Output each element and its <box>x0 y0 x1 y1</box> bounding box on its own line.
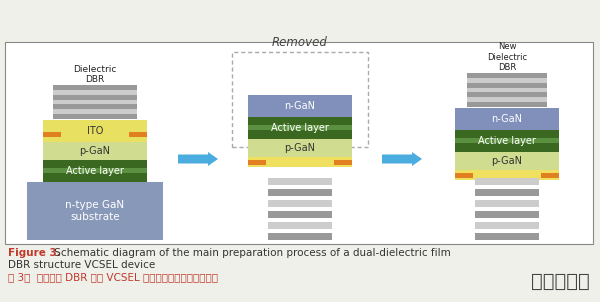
Text: n-GaN: n-GaN <box>284 101 316 111</box>
Bar <box>27 182 163 240</box>
Text: ITO: ITO <box>87 126 103 136</box>
Bar <box>467 88 547 92</box>
Text: 时空手游网: 时空手游网 <box>531 272 590 291</box>
Bar <box>5 42 593 244</box>
Text: p-GaN: p-GaN <box>79 146 110 156</box>
Bar <box>53 95 137 100</box>
Bar <box>248 160 266 165</box>
Bar <box>467 97 547 102</box>
Bar <box>475 200 539 207</box>
Bar <box>268 189 332 196</box>
Bar <box>53 104 137 109</box>
Bar <box>467 92 547 97</box>
Bar <box>334 160 352 165</box>
Text: Active layer: Active layer <box>478 136 536 146</box>
Text: Active layer: Active layer <box>66 166 124 176</box>
Bar <box>475 233 539 240</box>
Bar <box>475 211 539 218</box>
Bar <box>541 173 559 178</box>
Bar <box>53 85 137 90</box>
Bar <box>455 173 473 178</box>
Bar <box>248 117 352 139</box>
Bar <box>455 138 559 143</box>
Text: n-GaN: n-GaN <box>491 114 523 124</box>
Bar <box>43 132 61 137</box>
Bar <box>129 132 147 137</box>
Bar <box>43 168 147 173</box>
Bar <box>43 160 147 182</box>
Bar <box>268 211 332 218</box>
Bar <box>467 83 547 88</box>
Text: Figure 3.: Figure 3. <box>8 248 61 258</box>
Bar <box>43 142 147 160</box>
Bar <box>248 157 352 167</box>
Text: 图 3．  双介质膜 DBR 结构 VCSEL 器件的主要制备流程示意图: 图 3． 双介质膜 DBR 结构 VCSEL 器件的主要制备流程示意图 <box>8 272 218 282</box>
Bar <box>467 102 547 107</box>
Text: n-type GaN
substrate: n-type GaN substrate <box>65 200 125 222</box>
Text: p-GaN: p-GaN <box>491 156 523 166</box>
Bar <box>248 95 352 117</box>
Bar <box>475 189 539 196</box>
Text: Dielectric
DBR: Dielectric DBR <box>73 65 116 84</box>
Bar <box>455 170 559 180</box>
Bar <box>53 109 137 114</box>
Bar <box>475 222 539 229</box>
Text: Schematic diagram of the main preparation process of a dual-dielectric film: Schematic diagram of the main preparatio… <box>51 248 451 258</box>
Text: Removed: Removed <box>272 36 328 49</box>
Bar <box>455 130 559 152</box>
Bar <box>248 139 352 157</box>
Bar <box>455 152 559 170</box>
Bar <box>467 73 547 78</box>
Bar <box>53 100 137 104</box>
Bar <box>467 78 547 83</box>
Bar <box>475 178 539 185</box>
Bar <box>53 114 137 119</box>
Text: p-GaN: p-GaN <box>284 143 316 153</box>
Bar <box>43 120 147 142</box>
Bar <box>268 178 332 185</box>
FancyArrow shape <box>178 152 218 166</box>
Bar <box>268 222 332 229</box>
FancyArrow shape <box>382 152 422 166</box>
Bar <box>268 233 332 240</box>
Text: Active layer: Active layer <box>271 123 329 133</box>
Text: DBR structure VCSEL device: DBR structure VCSEL device <box>8 260 155 270</box>
Bar <box>455 108 559 130</box>
Text: New
Dielectric
DBR: New Dielectric DBR <box>487 42 527 72</box>
Bar <box>268 200 332 207</box>
Bar <box>53 90 137 95</box>
Bar <box>248 125 352 130</box>
